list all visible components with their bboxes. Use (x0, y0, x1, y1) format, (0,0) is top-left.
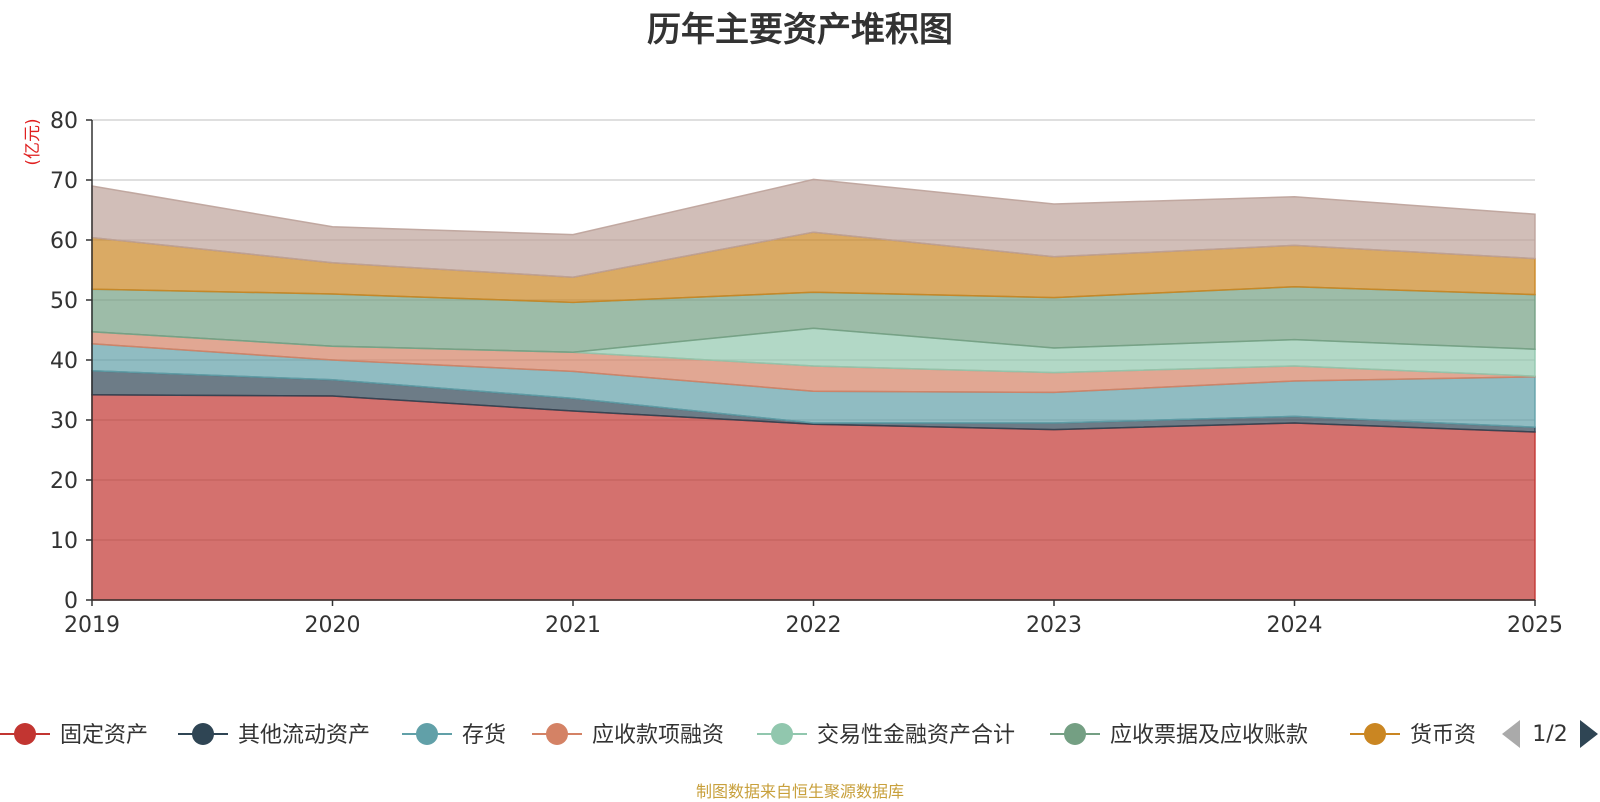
legend-pager: 1/2 (1502, 720, 1598, 748)
legend-item-固定资产[interactable]: 固定资产 (0, 723, 148, 748)
chart-title: 历年主要资产堆积图 (647, 10, 953, 50)
legend-item-应收票据及应收账款[interactable]: 应收票据及应收账款 (1050, 723, 1308, 748)
y-tick-label: 0 (64, 589, 78, 614)
legend-label: 应收票据及应收账款 (1110, 723, 1308, 748)
legend-marker (771, 723, 793, 745)
legend-label: 存货 (462, 723, 506, 748)
legend-marker (192, 723, 214, 745)
area-series-其他 (91, 178, 1536, 278)
x-tick-label: 2021 (545, 613, 601, 638)
legend-label: 交易性金融资产合计 (817, 723, 1015, 748)
x-tick-label: 2024 (1267, 613, 1323, 638)
legend-label: 货币资 (1410, 723, 1476, 748)
area-series (91, 178, 1536, 601)
legend-label: 固定资产 (60, 723, 148, 748)
y-tick-label: 30 (50, 409, 78, 434)
legend-item-应收款项融资[interactable]: 应收款项融资 (532, 723, 724, 748)
axes: 0 10 20 30 40 50 60 70 80 2019 2020 2021 2022 2023 202… (50, 109, 1563, 638)
legend: 固定资产 其他流动资产 存货 应收款项融资 交易性金融资产合计 应收票据及应收账款 货币资 (0, 723, 1476, 748)
legend-marker (1364, 723, 1386, 745)
legend-item-交易性金融资产合计[interactable]: 交易性金融资产合计 (757, 723, 1015, 748)
y-tick-label: 10 (50, 529, 78, 554)
y-tick-label: 20 (50, 469, 78, 494)
legend-marker (416, 723, 438, 745)
legend-next-arrow[interactable] (1580, 720, 1598, 748)
legend-marker (1064, 723, 1086, 745)
x-tick-label: 2025 (1507, 613, 1563, 638)
source-note: 制图数据来自恒生聚源数据库 (695, 782, 904, 801)
legend-item-货币资金[interactable]: 货币资 (1350, 723, 1476, 748)
legend-prev-arrow[interactable] (1502, 720, 1520, 748)
x-tick-label: 2019 (64, 613, 120, 638)
y-tick-label: 50 (50, 289, 78, 314)
y-tick-label: 40 (50, 349, 78, 374)
x-tick-label: 2023 (1026, 613, 1082, 638)
x-tick-label: 2020 (305, 613, 361, 638)
area-series-固定资产 (91, 394, 1536, 601)
y-tick-label: 80 (50, 109, 78, 134)
legend-marker (14, 723, 36, 745)
legend-page-indicator: 1/2 (1532, 722, 1567, 747)
legend-marker (546, 723, 568, 745)
legend-item-存货[interactable]: 存货 (402, 723, 506, 748)
y-axis-label: (亿元) (23, 118, 43, 165)
legend-label: 应收款项融资 (592, 723, 724, 748)
legend-label: 其他流动资产 (238, 723, 370, 748)
y-tick-label: 70 (50, 169, 78, 194)
y-tick-label: 60 (50, 229, 78, 254)
x-tick-label: 2022 (786, 613, 842, 638)
legend-item-其他流动资产[interactable]: 其他流动资产 (178, 723, 370, 748)
